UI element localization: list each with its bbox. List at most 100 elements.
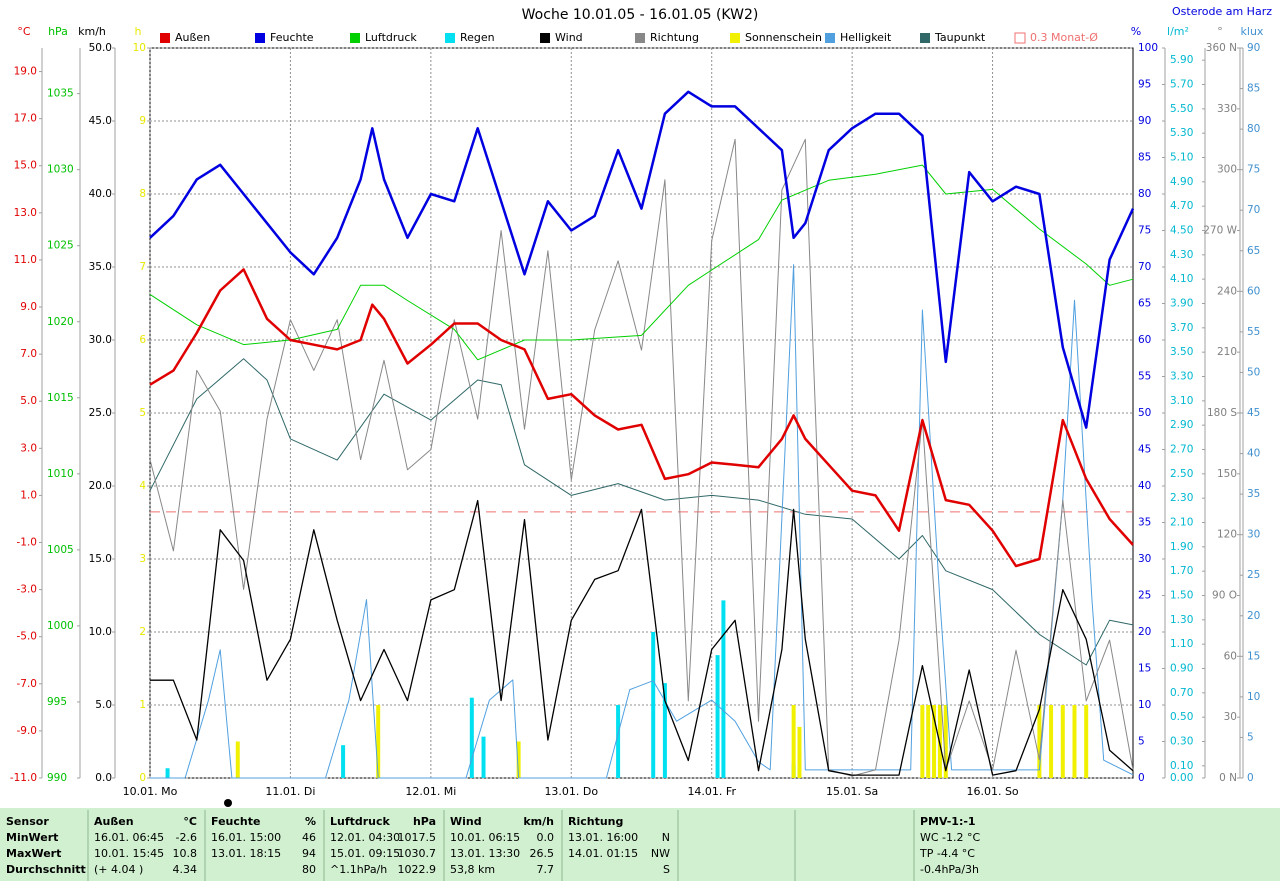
table-header: Wind — [450, 815, 482, 828]
bar — [616, 705, 621, 778]
y-tick-label: 360 N — [1206, 42, 1237, 54]
table-cell: 14.01. 01:15 — [568, 847, 638, 860]
table-cell: MinWert — [6, 831, 58, 844]
axis-unit: hPa — [48, 25, 68, 38]
bar — [1037, 705, 1042, 778]
y-tick-label: 0 — [1247, 772, 1254, 784]
y-tick-label: 10 — [133, 42, 146, 54]
series-line — [150, 499, 1134, 776]
bar — [797, 726, 802, 778]
legend-label: Sonnenschein — [745, 31, 822, 44]
bar — [943, 705, 948, 778]
y-tick-label: 0 — [139, 772, 146, 784]
table-cell: 12.01. 04:30 — [330, 831, 400, 844]
y-tick-label: 17.0 — [14, 113, 37, 125]
legend-swatch — [350, 33, 360, 43]
series-line — [149, 358, 1134, 666]
table-cell: NW — [651, 847, 670, 860]
y-tick-label: -1.0 — [17, 537, 38, 549]
bar — [516, 741, 521, 778]
bar — [1049, 705, 1054, 778]
x-tick-label: 11.01. Di — [265, 785, 315, 798]
x-tick-label: 16.01. So — [966, 785, 1018, 798]
y-tick-label: 4.50 — [1170, 225, 1193, 237]
table-cell: S — [663, 863, 670, 876]
y-tick-label: 75 — [1247, 164, 1260, 176]
bar — [469, 697, 474, 778]
y-tick-label: 3.50 — [1170, 346, 1193, 358]
y-tick-label: 1 — [139, 699, 146, 711]
y-tick-label: 5.0 — [95, 699, 112, 711]
table-cell: WC -1.2 °C — [920, 831, 981, 844]
y-tick-label: 30 — [1138, 553, 1151, 565]
series-line — [149, 90, 1135, 429]
y-tick-label: 90 — [1138, 115, 1151, 127]
legend-swatch — [255, 33, 265, 43]
legend-swatch — [160, 33, 170, 43]
table-cell: 7.7 — [537, 863, 555, 876]
table-cell: 0.0 — [537, 831, 555, 844]
y-tick-label: 0.90 — [1170, 663, 1193, 675]
table-cell: Durchschnitt — [6, 863, 86, 876]
y-tick-label: 45.0 — [89, 115, 112, 127]
table-cell: (+ 4.04 ) — [94, 863, 143, 876]
legend-label: Taupunkt — [934, 31, 986, 44]
table-cell: 53,8 km — [450, 863, 495, 876]
y-tick-label: 35 — [1247, 488, 1260, 500]
table-header: Richtung — [568, 815, 623, 828]
table-header: PMV-1:-1 — [920, 815, 976, 828]
table-cell: ^1.1hPa/h — [330, 863, 387, 876]
table-cell: 94 — [302, 847, 316, 860]
y-tick-label: 5.0 — [20, 395, 37, 407]
legend-label: 0.3 Monat-Ø — [1030, 31, 1098, 44]
table-background — [0, 808, 1280, 881]
table-header: Außen — [94, 815, 134, 828]
y-tick-label: 30 — [1247, 529, 1260, 541]
table-cell: 13.01. 16:00 — [568, 831, 638, 844]
bar — [1060, 705, 1065, 778]
y-tick-label: -5.0 — [17, 631, 38, 643]
bar — [1072, 705, 1077, 778]
y-tick-label: 100 — [1138, 42, 1158, 54]
y-tick-label: 5 — [1138, 736, 1145, 748]
y-tick-label: 35 — [1138, 517, 1151, 529]
table-cell: TP -4.4 °C — [919, 847, 975, 860]
legend-label: Richtung — [650, 31, 699, 44]
table-cell: 16.01. 06:45 — [94, 831, 164, 844]
axis-unit: h — [135, 25, 142, 38]
y-tick-label: 85 — [1138, 152, 1151, 164]
x-tick-label: 10.01. Mo — [123, 785, 178, 798]
y-tick-label: 0 — [1138, 772, 1145, 784]
y-tick-label: -7.0 — [17, 678, 38, 690]
y-tick-label: 90 O — [1212, 590, 1237, 602]
y-tick-label: 1005 — [47, 544, 74, 556]
bar — [235, 741, 240, 778]
y-tick-label: 270 W — [1203, 225, 1237, 237]
y-tick-label: 0.70 — [1170, 687, 1193, 699]
y-tick-label: 1.0 — [20, 489, 37, 501]
table-unit: % — [305, 815, 316, 828]
y-tick-label: 1000 — [47, 620, 74, 632]
y-tick-label: 80 — [1138, 188, 1151, 200]
table-header: Feuchte — [211, 815, 260, 828]
legend-label: Außen — [175, 31, 210, 44]
table-unit: km/h — [523, 815, 554, 828]
series-line — [149, 138, 1134, 777]
y-tick-label: 180 S — [1207, 407, 1237, 419]
table-unit: hPa — [413, 815, 436, 828]
y-tick-label: 2.90 — [1170, 419, 1193, 431]
table-cell: 80 — [302, 863, 316, 876]
y-tick-label: 60 — [1138, 334, 1151, 346]
y-tick-label: 85 — [1247, 83, 1260, 95]
marker-dot — [224, 799, 232, 807]
y-tick-label: 995 — [47, 696, 67, 708]
y-tick-label: 7.0 — [20, 348, 37, 360]
table-cell: 13.01. 13:30 — [450, 847, 520, 860]
y-tick-label: 4.90 — [1170, 176, 1193, 188]
y-tick-label: 300 — [1217, 164, 1237, 176]
bar — [721, 600, 726, 778]
y-tick-label: 2.70 — [1170, 444, 1193, 456]
legend-swatch — [445, 33, 455, 43]
y-tick-label: 9.0 — [20, 301, 37, 313]
